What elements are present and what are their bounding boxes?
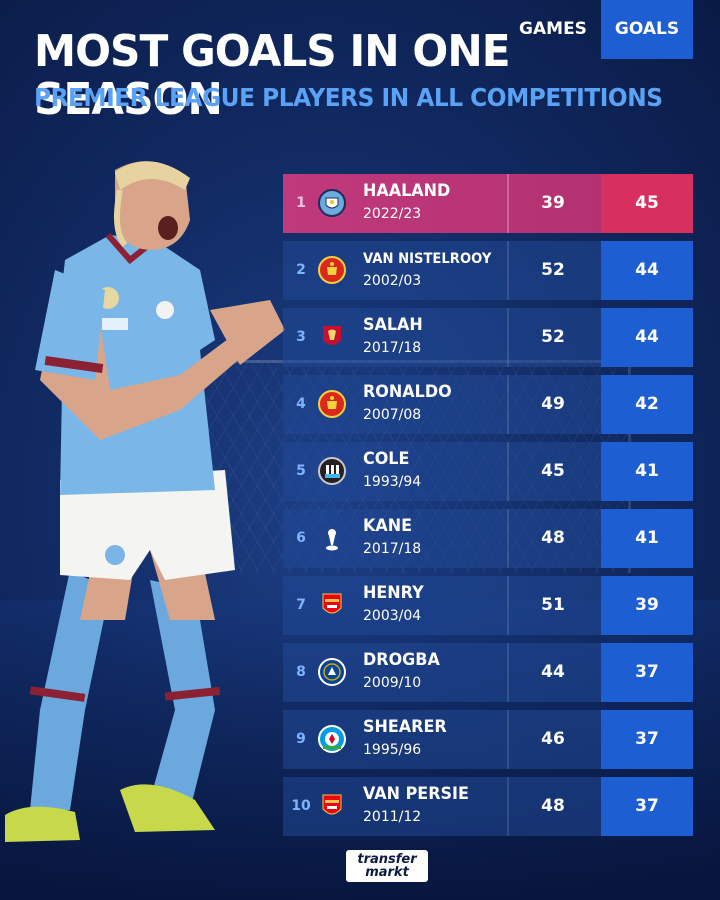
player-name: HAALAND [363,181,451,201]
games-value: 48 [541,796,565,816]
table-row: 9 SHEARER 1995/96 46 37 [283,710,693,769]
man-utd-crest-icon [318,256,346,284]
page-title: MOST GOALS IN ONE SEASON [34,26,511,126]
goals-value: 37 [601,710,693,769]
man-utd-crest-icon [318,390,346,418]
season: 2002/03 [363,273,422,289]
goals-column-header: GOALS [601,0,693,59]
column-divider [507,509,509,568]
column-divider [507,777,509,836]
games-value: 52 [541,260,565,280]
games-value: 49 [541,394,565,414]
table-row: 5 COLE 1993/94 45 41 [283,442,693,501]
season: 2017/18 [363,541,422,557]
table-row: 7 HENRY 2003/04 51 39 [283,576,693,635]
goals-value: 41 [601,509,693,568]
table-row: 3 SALAH 2017/18 52 44 [283,308,693,367]
table-row: 6 KANE 2017/18 48 41 [283,509,693,568]
column-divider [507,174,509,233]
player-illustration [5,161,285,842]
player-name: DROGBA [363,650,440,670]
liverpool-crest-icon [323,326,341,345]
season: 2017/18 [363,340,422,356]
rank-number: 10 [291,798,311,814]
season: 2009/10 [363,675,422,691]
season: 2003/04 [363,608,422,624]
blackburn-crest-icon [318,725,346,753]
page-subtitle: PREMIER LEAGUE PLAYERS IN ALL COMPETITIO… [34,83,663,112]
rank-number: 3 [296,329,306,345]
newcastle-crest-icon [318,457,346,485]
leaderboard-table: 1 HAALAND 2022/23 39 45 2 VAN NISTELROOY… [283,174,693,844]
games-value: 46 [541,729,565,749]
rank-number: 7 [296,597,306,613]
rank-number: 9 [296,731,306,747]
column-divider [507,375,509,434]
column-divider [507,643,509,702]
goals-value: 39 [601,576,693,635]
column-divider [507,308,509,367]
season: 1995/96 [363,742,422,758]
table-row: 10 VAN PERSIE 2011/12 48 37 [283,777,693,836]
rank-number: 1 [296,195,306,211]
games-column-header: GAMES [519,19,587,39]
column-divider [507,576,509,635]
goals-value: 41 [601,442,693,501]
player-name: SALAH [363,315,423,335]
season: 1993/94 [363,474,422,490]
column-divider [507,442,509,501]
player-name: VAN PERSIE [363,784,469,804]
games-value: 39 [541,193,565,213]
goals-value: 42 [601,375,693,434]
rank-number: 4 [296,396,306,412]
arsenal-crest-icon [322,794,342,815]
goals-value: 44 [601,308,693,367]
goals-value: 45 [601,174,693,233]
arsenal-crest-icon [322,593,342,614]
tottenham-crest-icon [326,529,338,551]
season: 2011/12 [363,809,422,825]
rank-number: 6 [296,530,306,546]
games-value: 48 [541,528,565,548]
goals-value: 37 [601,643,693,702]
games-value: 51 [541,595,565,615]
goals-value: 44 [601,241,693,300]
season: 2022/23 [363,206,422,222]
player-name: SHEARER [363,717,447,737]
man-city-crest-icon [318,189,346,217]
player-name: COLE [363,449,410,469]
goals-value: 37 [601,777,693,836]
player-name: KANE [363,516,413,536]
column-divider [507,241,509,300]
column-divider [507,710,509,769]
rank-number: 2 [296,262,306,278]
player-name: RONALDO [363,382,452,402]
games-value: 44 [541,662,565,682]
rank-number: 8 [296,664,306,680]
player-name: VAN NISTELROOY [363,251,492,267]
season: 2007/08 [363,407,422,423]
player-name: HENRY [363,583,424,603]
chelsea-crest-icon [318,658,346,686]
transfermarkt-logo: transfer markt [346,850,428,882]
table-row: 8 DROGBA 2009/10 44 37 [283,643,693,702]
rank-number: 5 [296,463,306,479]
table-row: 2 VAN NISTELROOY 2002/03 52 44 [283,241,693,300]
table-row: 1 HAALAND 2022/23 39 45 [283,174,693,233]
table-row: 4 RONALDO 2007/08 49 42 [283,375,693,434]
games-value: 45 [541,461,565,481]
games-value: 52 [541,327,565,347]
